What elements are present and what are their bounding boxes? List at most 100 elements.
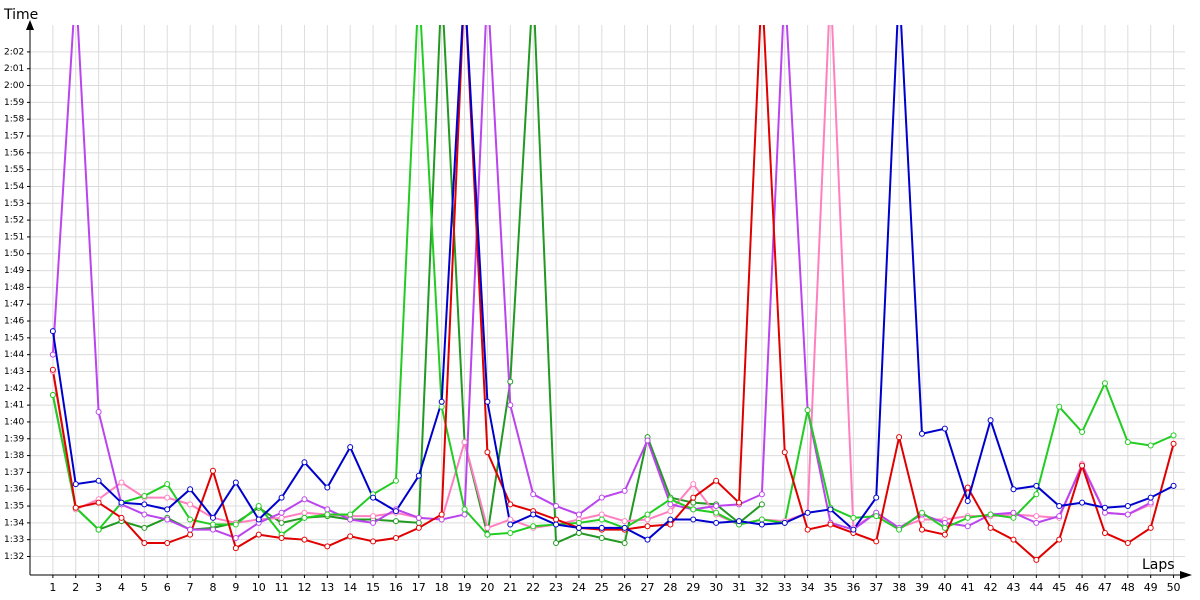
point [1033,519,1040,526]
point [1147,499,1154,506]
y-tick-label: 1:48 [4,283,24,293]
point [941,519,948,526]
point [553,516,560,523]
point [232,521,239,528]
point [484,398,491,405]
x-tick-label: 18 [435,581,449,594]
y-axis-title: Time [3,7,38,23]
x-tick-label: 4 [118,581,125,594]
y-tick-label: 1:56 [4,148,24,158]
x-tick-label: 15 [366,581,380,594]
point [232,534,239,541]
point [347,511,354,518]
x-tick-label: 26 [618,581,632,594]
point [827,506,834,513]
point [1147,494,1154,501]
point [141,524,148,531]
point [187,486,194,493]
point [1147,524,1154,531]
point [690,506,697,513]
x-tick-label: 12 [297,581,311,594]
series-line [51,25,1174,537]
point [1170,432,1177,439]
point [232,479,239,486]
point [484,524,491,531]
x-tick-label: 33 [778,581,792,594]
x-tick-label: 8 [209,581,216,594]
x-tick-label: 22 [526,581,540,594]
point [987,511,994,518]
point [1010,536,1017,543]
point [758,521,765,528]
point [141,540,148,547]
y-tick-label: 1:49 [4,266,24,276]
point [49,328,56,335]
point [370,538,377,545]
point [324,543,331,550]
point [781,449,788,456]
y-tick-label: 2:02 [4,47,24,57]
point [598,516,605,523]
point [758,491,765,498]
x-tick-label: 38 [892,581,906,594]
point [598,524,605,531]
point [507,521,514,528]
point [324,506,331,513]
series-line [51,25,1175,541]
x-tick-label: 19 [458,581,472,594]
point [964,484,971,491]
point [575,519,582,526]
point [392,477,399,484]
point [1056,403,1063,410]
grid [30,25,1185,575]
y-tick-label: 1:59 [4,98,24,108]
x-tick-label: 40 [938,581,952,594]
y-tick-label: 1:44 [4,350,24,360]
point [370,519,377,526]
x-tick-label: 35 [823,581,837,594]
x-tick-label: 25 [595,581,609,594]
point [255,516,262,523]
x-tick-label: 17 [412,581,426,594]
x-tick-label: 41 [961,581,975,594]
point [164,494,171,501]
point [690,516,697,523]
point [301,509,308,516]
y-tick-label: 1:37 [4,468,24,478]
series-line [51,25,763,545]
point [690,481,697,488]
point [278,534,285,541]
point [1056,513,1063,520]
point [598,511,605,518]
point [209,514,216,521]
x-tick-label: 39 [915,581,929,594]
point [873,538,880,545]
point [553,540,560,547]
point [164,540,171,547]
point [324,484,331,491]
point [72,504,79,511]
point [918,516,925,523]
point [1079,499,1086,506]
point [209,467,216,474]
point [301,536,308,543]
x-tick-label: 5 [141,581,148,594]
point [896,434,903,441]
x-axis-title: Laps [1142,557,1175,573]
x-tick-label: 21 [503,581,517,594]
point [278,519,285,526]
point [918,526,925,533]
point [644,516,651,523]
point [1033,513,1040,520]
point [438,398,445,405]
x-tick-label: 45 [1052,581,1066,594]
point [941,524,948,531]
point [1170,482,1177,489]
point [301,459,308,466]
x-tick-label: 2 [72,581,79,594]
point [484,531,491,538]
point [758,501,765,508]
point [1033,482,1040,489]
point [49,366,56,373]
point [941,531,948,538]
